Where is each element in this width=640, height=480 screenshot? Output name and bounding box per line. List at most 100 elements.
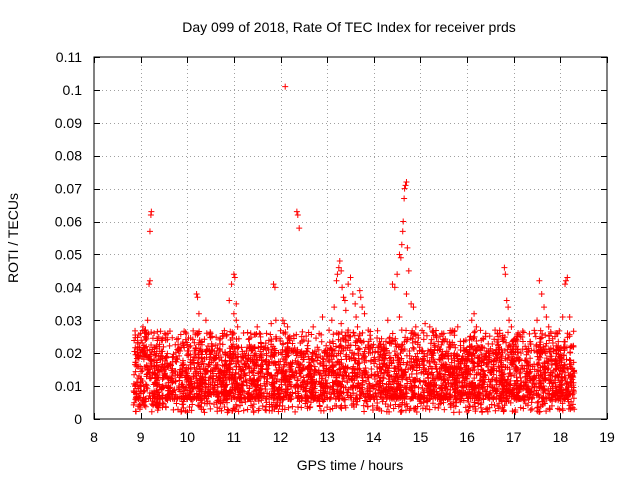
data-point [199,358,206,365]
data-point [557,354,564,361]
data-point [506,370,513,377]
data-point [250,409,257,416]
data-point [488,366,495,373]
data-point [441,371,448,378]
data-point [307,362,314,369]
data-point [174,371,181,378]
data-point [145,354,152,361]
data-point [143,329,150,336]
data-point [187,378,194,385]
data-point [376,361,383,368]
data-point [512,380,519,387]
data-point [207,405,214,412]
data-point [470,364,477,371]
data-point [198,399,205,406]
data-point [282,83,289,90]
data-point [271,284,278,291]
data-point [267,331,274,338]
data-point [531,327,538,334]
data-point [359,304,366,311]
data-point [494,387,501,394]
data-point [229,407,236,414]
data-point [339,284,346,291]
data-point [412,323,419,330]
data-point [445,355,452,362]
data-point [418,393,425,400]
data-point [398,408,405,415]
data-point [527,340,534,347]
data-point [534,349,541,356]
data-point [396,387,403,394]
data-point [342,338,349,345]
data-point [139,367,146,374]
data-point [329,405,336,412]
data-point [335,331,342,338]
data-point [241,394,248,401]
data-point [337,404,344,411]
data-point [290,372,297,379]
data-point [517,404,524,411]
data-point [258,343,265,350]
data-point [545,323,552,330]
data-point [307,399,314,406]
data-point [316,403,323,410]
data-point [374,396,381,403]
data-point [176,395,183,402]
data-point [379,374,386,381]
data-point [543,355,550,362]
data-point [265,362,272,369]
data-point [154,337,161,344]
data-point [300,356,307,363]
data-point [146,346,153,353]
data-point [275,386,282,393]
data-point [218,379,225,386]
data-point [505,329,512,336]
data-point [355,366,362,373]
data-point [534,361,541,368]
data-point [389,337,396,344]
data-point [184,347,191,354]
data-point [253,386,260,393]
data-point [438,389,445,396]
data-point [396,313,403,320]
data-point [516,355,523,362]
data-point [275,366,282,373]
data-point [569,365,576,372]
data-point [218,407,225,414]
data-point [153,374,160,381]
data-point [238,368,245,375]
data-point [449,339,456,346]
data-point [488,401,495,408]
data-point [194,383,201,390]
data-point [347,392,354,399]
data-point [362,391,369,398]
data-point [261,374,268,381]
data-point [554,330,561,337]
data-point [486,404,493,411]
data-point [401,185,408,192]
data-point [197,370,204,377]
data-point [255,398,262,405]
data-point [303,333,310,340]
data-point [335,358,342,365]
data-point [479,408,486,415]
data-point [223,331,230,338]
data-point [190,373,197,380]
data-point [320,356,327,363]
data-point [553,330,560,337]
data-point [398,342,405,349]
data-point [493,374,500,381]
data-point [467,333,474,340]
data-point [496,392,503,399]
data-point [569,401,576,408]
data-point [153,362,160,369]
data-point [364,388,371,395]
data-point [421,366,428,373]
data-point [373,383,380,390]
data-point [409,327,416,334]
data-point [207,330,214,337]
data-point [492,388,499,395]
data-point [161,364,168,371]
data-point [382,338,389,345]
data-point [534,317,541,324]
